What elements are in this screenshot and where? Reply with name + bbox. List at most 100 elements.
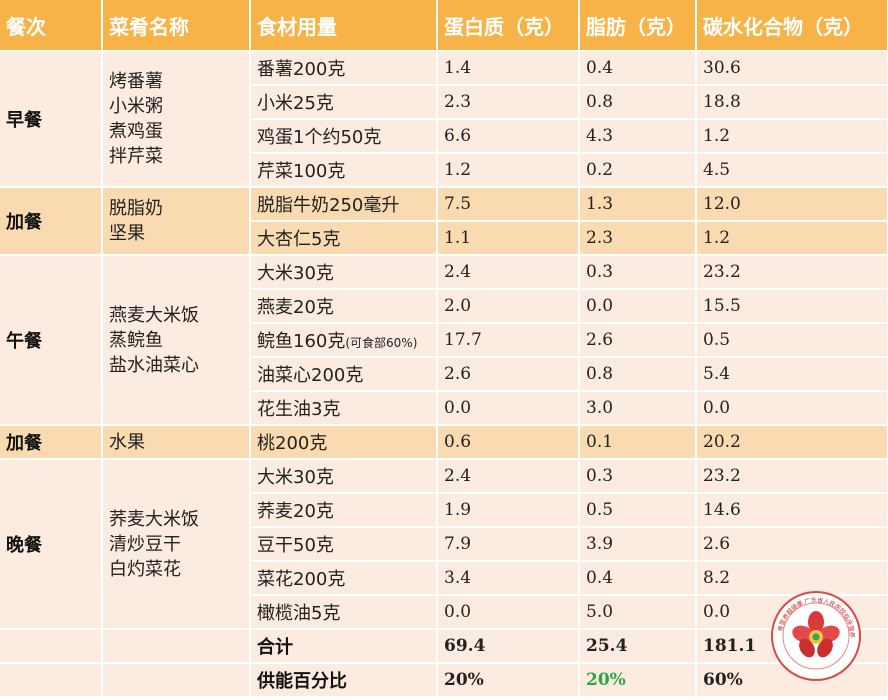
carb-cell: 14.6: [696, 493, 888, 528]
table-row: 花生油3克 0.0 3.0 0.0: [0, 391, 888, 426]
carb-cell: 0.5: [696, 323, 888, 358]
dish-list: 水果: [102, 425, 251, 460]
fat-cell: 4.3: [579, 119, 697, 154]
ingredient-cell: 豆干50克: [250, 527, 438, 562]
dish-list: 燕麦大米饭 蒸鲩鱼 盐水油菜心: [102, 255, 251, 426]
dish-list: 脱脂奶 坚果: [102, 187, 251, 256]
dish-name: 盐水油菜心: [109, 354, 199, 376]
table-row: 燕麦20克 2.0 0.0 15.5: [0, 289, 888, 324]
table-row: 鸡蛋1个约50克 6.6 4.3 1.2: [0, 119, 888, 154]
carb-cell: 1.2: [696, 119, 888, 154]
protein-cell: 7.5: [437, 187, 580, 222]
table-row: 晚餐 荞麦大米饭 清炒豆干 白灼菜花 大米30克 2.4 0.3 23.2: [0, 459, 888, 630]
protein-cell: 3.4: [437, 561, 580, 596]
meal-name: 晚餐: [0, 459, 103, 630]
total-fat: 25.4: [579, 629, 697, 664]
ingredient-cell: 芹菜100克: [250, 153, 438, 188]
carb-cell: 15.5: [696, 289, 888, 324]
fat-cell: 0.1: [579, 425, 697, 460]
table-row: 加餐 水果 桃200克 0.6 0.1 20.2: [0, 425, 888, 460]
fat-cell: 3.9: [579, 527, 697, 562]
dish-name: 拌芹菜: [109, 146, 163, 167]
energy-fat: 20%: [579, 663, 697, 698]
protein-cell: 0.0: [437, 391, 580, 426]
protein-cell: 7.9: [437, 527, 580, 562]
energy-label: 供能百分比: [250, 663, 438, 698]
ingredient-cell: 大米30克: [250, 255, 438, 290]
ingredient-cell: 油菜心200克: [250, 357, 438, 392]
carb-cell: 4.5: [696, 153, 888, 188]
fat-cell: 2.6: [579, 323, 697, 358]
header-ingredient: 食材用量: [250, 0, 438, 52]
table-row: 豆干50克 7.9 3.9 2.6: [0, 527, 888, 562]
ingredient-cell: 大杏仁5克: [250, 221, 438, 256]
fat-cell: 0.3: [579, 255, 697, 290]
fat-cell: 2.3: [579, 221, 697, 256]
carb-cell: 30.6: [696, 51, 888, 86]
dish-name: 蒸鲩鱼: [109, 329, 163, 351]
protein-cell: 17.7: [437, 323, 580, 358]
dish-name: 烤番薯: [109, 71, 163, 92]
dish-list: 荞麦大米饭 清炒豆干 白灼菜花: [102, 459, 251, 630]
table-row: 菜花200克 3.4 0.4 8.2: [0, 561, 888, 596]
table-row: 荞麦20克 1.9 0.5 14.6: [0, 493, 888, 528]
dish-name: 燕麦大米饭: [109, 304, 199, 326]
ingredient-cell: 鸡蛋1个约50克: [250, 119, 438, 154]
ingredient-cell: 脱脂牛奶250毫升: [250, 187, 438, 222]
carb-cell: 0.0: [696, 391, 888, 426]
carb-cell: 5.4: [696, 357, 888, 392]
fat-cell: 0.5: [579, 493, 697, 528]
dish-name: 水果: [109, 431, 145, 453]
ingredient-cell: 大米30克: [250, 459, 438, 494]
header-fat: 脂肪（克）: [579, 0, 697, 52]
ingredient-cell: 橄榄油5克: [250, 595, 438, 630]
meal-name: 早餐: [0, 51, 103, 188]
fat-cell: 1.3: [579, 187, 697, 222]
meal-name: 加餐: [0, 425, 103, 460]
ingredient-note: (可食部60%): [345, 336, 418, 350]
protein-cell: 2.4: [437, 255, 580, 290]
dish-name: 清炒豆干: [109, 533, 181, 555]
ingredient-cell: 鲩鱼160克(可食部60%): [250, 323, 438, 358]
fat-cell: 0.4: [579, 51, 697, 86]
empty-cell: [0, 663, 103, 698]
fat-cell: 0.2: [579, 153, 697, 188]
dish-list: 烤番薯 小米粥 煮鸡蛋 拌芹菜: [102, 51, 251, 188]
empty-cell: [0, 629, 103, 664]
protein-cell: 2.6: [437, 357, 580, 392]
table-row: 油菜心200克 2.6 0.8 5.4: [0, 357, 888, 392]
header-carb: 碳水化合物（克）: [696, 0, 888, 52]
header-dish: 菜肴名称: [102, 0, 251, 52]
hospital-seal-logo: 粤营养越健康 广东省人民医院临床营养科: [770, 590, 861, 681]
table-row: 早餐 烤番薯 小米粥 煮鸡蛋 拌芹菜 番薯200克 1.4 0.4 30.6: [0, 51, 888, 188]
ingredient-cell: 荞麦20克: [250, 493, 438, 528]
fat-cell: 0.8: [579, 85, 697, 120]
protein-cell: 1.4: [437, 51, 580, 86]
meal-name: 午餐: [0, 255, 103, 426]
carb-cell: 18.8: [696, 85, 888, 120]
ingredient-cell: 小米25克: [250, 85, 438, 120]
ingredient-cell: 菜花200克: [250, 561, 438, 596]
empty-cell: [102, 629, 251, 664]
fat-cell: 0.0: [579, 289, 697, 324]
dish-name: 坚果: [109, 223, 145, 244]
protein-cell: 0.0: [437, 595, 580, 630]
ingredient-text: 鲩鱼160克: [257, 331, 346, 352]
energy-carb: 60%: [696, 663, 888, 698]
empty-cell: [102, 663, 251, 698]
ingredient-cell: 番薯200克: [250, 51, 438, 86]
protein-cell: 1.9: [437, 493, 580, 528]
fat-cell: 0.8: [579, 357, 697, 392]
dish-name: 脱脂奶: [109, 198, 163, 219]
ingredient-cell: 燕麦20克: [250, 289, 438, 324]
table-row: 加餐 脱脂奶 坚果 脱脂牛奶250毫升 7.5 1.3 12.0: [0, 187, 888, 256]
header-meal: 餐次: [0, 0, 103, 52]
ingredient-cell: 桃200克: [250, 425, 438, 460]
meal-name: 加餐: [0, 187, 103, 256]
dish-name: 荞麦大米饭: [109, 508, 199, 530]
energy-row: 供能百分比 20% 20% 60%: [0, 663, 888, 698]
protein-cell: 1.2: [437, 153, 580, 188]
protein-cell: 2.3: [437, 85, 580, 120]
total-row: 合计 69.4 25.4 181.1: [0, 629, 888, 664]
